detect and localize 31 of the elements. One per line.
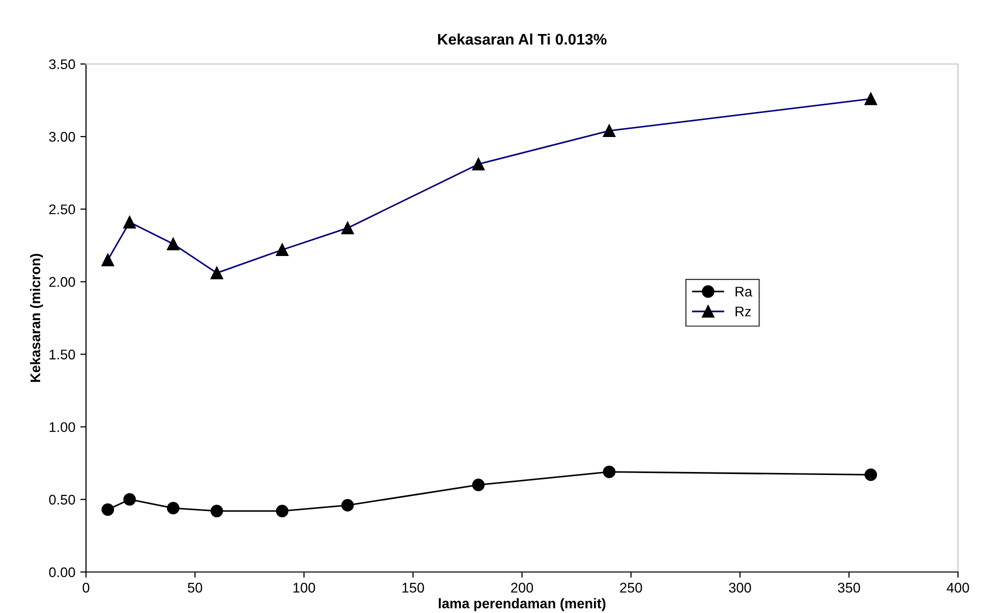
x-tick-label: 50 <box>188 582 202 593</box>
legend-label: Rz <box>736 306 751 316</box>
y-axis-title: Kekasaran (micron) <box>30 254 43 382</box>
y-tick-label: 2.50 <box>49 204 76 214</box>
y-tick-label: 1.00 <box>50 422 76 432</box>
y-tick-label: 2.00 <box>49 277 76 287</box>
x-axis-title: lama perendaman (menit) <box>438 598 606 612</box>
x-tick-label: 0 <box>82 582 90 593</box>
point <box>102 503 114 516</box>
x-tick-label: 300 <box>728 582 752 593</box>
point <box>210 504 224 518</box>
y-tick-label: 3.00 <box>49 132 76 142</box>
x-tick-label: 350 <box>838 582 860 593</box>
legend-label: Ra <box>736 286 752 297</box>
point <box>166 502 180 514</box>
y-tick-label: 0.00 <box>49 567 76 578</box>
point <box>602 466 616 478</box>
y-tick-label: 3.50 <box>49 59 76 70</box>
y-tick-label: 0.50 <box>49 494 76 505</box>
x-tick-label: 250 <box>620 582 642 593</box>
chart-title: Kekasaran Al Ti 0.013% <box>438 33 607 45</box>
x-tick-label: 100 <box>293 582 316 593</box>
x-tick-label: 150 <box>402 582 424 593</box>
x-tick-label: 400 <box>946 582 970 593</box>
x-tick-label: 200 <box>511 582 534 593</box>
point <box>341 498 354 512</box>
point <box>123 493 136 506</box>
point <box>864 468 878 482</box>
y-tick-label: 1.50 <box>50 350 76 360</box>
point <box>472 478 485 492</box>
point <box>276 504 288 518</box>
